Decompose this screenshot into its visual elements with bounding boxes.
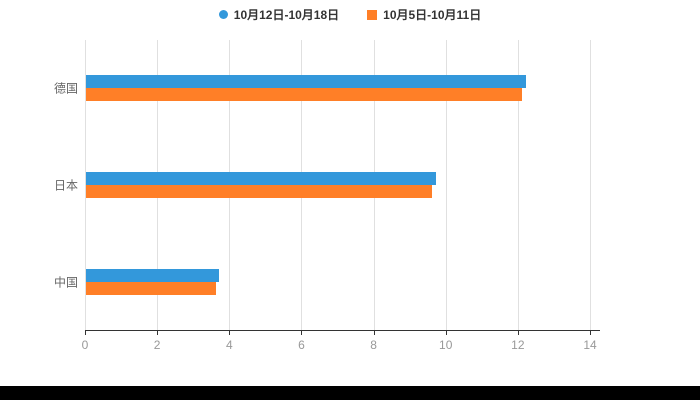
x-axis-tick xyxy=(590,330,591,335)
bar-series-0-日本[interactable] xyxy=(86,172,436,185)
grid-line xyxy=(517,40,519,330)
x-tick-label: 4 xyxy=(225,338,233,352)
x-tick-label: 12 xyxy=(511,338,525,352)
x-axis-line xyxy=(85,330,600,331)
legend-square-icon xyxy=(367,9,378,20)
x-tick-label: 2 xyxy=(153,338,161,352)
legend-label: 10月5日-10月11日 xyxy=(383,8,482,22)
chart-legend: 10月12日-10月18日 10月5日-10月11日 xyxy=(0,6,700,23)
bar-series-1-中国[interactable] xyxy=(86,281,216,295)
letterbox-bar xyxy=(0,386,700,400)
y-category-label: 日本 xyxy=(53,178,78,193)
legend-item-series-0[interactable]: 10月12日-10月18日 xyxy=(218,6,340,23)
x-axis-tick xyxy=(229,330,231,335)
x-axis-tick xyxy=(301,330,303,335)
bar-chart: 10月12日-10月18日 10月5日-10月11日 德国日本中国 0 2 4 6 8 10… xyxy=(0,0,700,386)
x-tick-label: 14 xyxy=(583,338,597,352)
bar-series-1-日本[interactable] xyxy=(86,185,433,198)
y-category-label: 中国 xyxy=(53,275,78,290)
legend-label: 10月12日-10月18日 xyxy=(233,8,340,22)
x-axis-tick xyxy=(157,330,159,335)
x-axis-tick xyxy=(517,330,519,335)
x-axis-tick xyxy=(373,330,375,335)
grid-line xyxy=(590,40,591,330)
x-axis-tick xyxy=(445,330,447,335)
y-category-label: 德国 xyxy=(53,81,78,96)
x-tick-label: 6 xyxy=(298,338,305,352)
x-tick-label: 10 xyxy=(439,338,453,352)
bar-series-0-中国[interactable] xyxy=(86,268,220,282)
bar-series-1-德国[interactable] xyxy=(86,88,523,102)
grid-line xyxy=(445,40,447,330)
legend-item-series-1[interactable]: 10月5日-10月11日 xyxy=(367,6,481,23)
legend-circle-icon xyxy=(218,10,228,19)
x-tick-label: 0 xyxy=(81,338,89,352)
plot-area xyxy=(85,40,600,335)
x-tick-label: 8 xyxy=(370,338,377,352)
x-axis-tick xyxy=(85,330,86,335)
grid-line xyxy=(85,40,86,330)
bar-series-0-德国[interactable] xyxy=(86,75,527,89)
